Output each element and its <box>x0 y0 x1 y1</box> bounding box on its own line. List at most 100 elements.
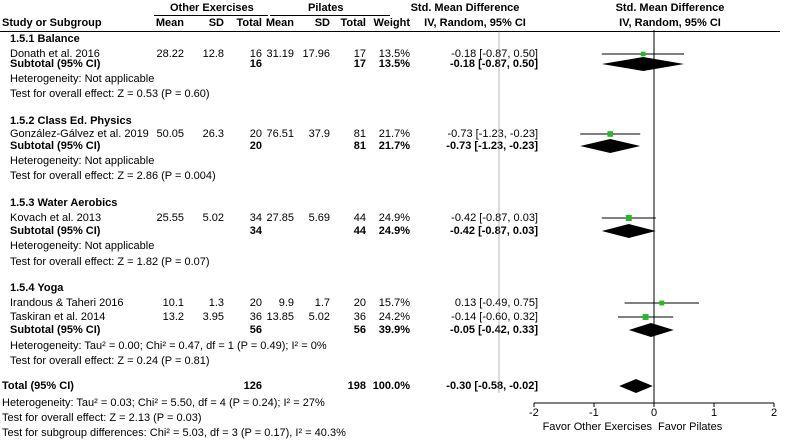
overall-effect-text: Test for overall effect: Z = 0.53 (P = 0… <box>10 88 210 100</box>
sd1-header: SD <box>208 17 224 29</box>
total-heterogeneity-text: Heterogeneity: Tau² = 0.03; Chi² = 5.50,… <box>2 397 325 409</box>
subtotal-ci-text: -0.05 [-0.42, 0.33] <box>449 324 538 336</box>
n1-value: 16 <box>249 48 262 60</box>
mean2-value: 31.19 <box>266 48 294 60</box>
n2-value: 20 <box>353 297 366 309</box>
mean2-value: 27.85 <box>266 212 294 224</box>
ci-text: -0.73 [-1.23, -0.23] <box>447 128 539 140</box>
sd2-header: SD <box>314 17 330 29</box>
n2-value: 36 <box>353 311 366 323</box>
n1-value: 20 <box>249 128 262 140</box>
total-overall-effect-text: Test for overall effect: Z = 2.13 (P = 0… <box>2 412 202 424</box>
subtotal-diamond <box>580 139 641 153</box>
subgroup-title: 1.5.3 Water Aerobics <box>10 197 118 209</box>
subtotal-label: Subtotal (95% CI) <box>10 225 101 237</box>
overall-effect-text: Test for overall effect: Z = 2.86 (P = 0… <box>10 170 216 182</box>
heterogeneity-text: Heterogeneity: Not applicable <box>10 73 155 85</box>
total-label: Total (95% CI) <box>2 380 74 392</box>
heterogeneity-text: Heterogeneity: Not applicable <box>10 155 155 167</box>
overall-effect-text: Test for overall effect: Z = 0.24 (P = 0… <box>10 355 210 367</box>
study-name: González-Gálvez et al. 2019 <box>10 128 149 140</box>
total-weight: 100.0% <box>372 380 410 392</box>
sd1-value: 3.95 <box>202 311 224 323</box>
axis-tick-label: 0 <box>651 407 658 419</box>
subtotal-label: Subtotal (95% CI) <box>10 140 101 152</box>
ci-text: -0.42 [-0.87, 0.03] <box>451 212 538 224</box>
subgroup-differences-text: Test for subgroup differences: Chi² = 5.… <box>2 427 346 439</box>
subtotal-n2: 56 <box>353 324 366 336</box>
mean1-value: 28.22 <box>156 48 184 60</box>
sd1-value: 26.3 <box>202 128 224 140</box>
subgroup-title: 1.5.1 Balance <box>10 33 80 45</box>
subtotal-ci-text: -0.42 [-0.87, 0.03] <box>449 225 538 237</box>
ci-text: 0.13 [-0.49, 0.75] <box>454 297 538 309</box>
study-name: Taskiran et al. 2014 <box>10 311 106 323</box>
axis-tick-label: 2 <box>771 407 778 419</box>
study-point-marker <box>642 314 649 320</box>
sd1-value: 5.02 <box>202 212 224 224</box>
sd2-value: 1.7 <box>314 297 330 309</box>
weight-value: 15.7% <box>378 297 410 309</box>
subtotal-n2: 81 <box>353 140 366 152</box>
mean1-value: 13.2 <box>162 311 184 323</box>
ci-text: -0.18 [-0.87, 0.50] <box>451 48 538 60</box>
study-point-marker <box>607 131 614 137</box>
total-n2: 198 <box>347 380 366 392</box>
group1-underline <box>154 15 268 16</box>
mean2-value: 76.51 <box>266 128 294 140</box>
total2-header: Total <box>340 17 366 29</box>
mean2-value: 13.85 <box>266 311 294 323</box>
sd2-value: 5.69 <box>308 212 330 224</box>
overall-diamond <box>619 379 653 393</box>
subtotal-n1: 34 <box>249 225 262 237</box>
table-smd-title: Std. Mean Difference <box>410 2 520 14</box>
group2-header: Pilates <box>308 2 344 14</box>
axis-tick-label: -2 <box>529 407 539 419</box>
n1-value: 34 <box>249 212 262 224</box>
overall-effect-text: Test for overall effect: Z = 1.82 (P = 0… <box>10 256 210 268</box>
favor-left-label: Favor Other Exercises <box>542 421 652 433</box>
n1-value: 20 <box>249 297 262 309</box>
study-name: Kovach et al. 2013 <box>10 212 102 224</box>
mean1-header: Mean <box>155 17 184 29</box>
mean1-value: 50.05 <box>156 128 184 140</box>
weight-header: Weight <box>373 17 410 29</box>
n1-value: 36 <box>249 311 262 323</box>
mean2-header: Mean <box>265 17 294 29</box>
study-name: Irandous & Taheri 2016 <box>10 297 124 309</box>
favor-right-label: Favor Pilates <box>658 421 723 433</box>
sd1-value: 1.3 <box>208 297 224 309</box>
subtotal-weight: 13.5% <box>378 58 410 70</box>
header-rule <box>0 31 780 32</box>
subgroup-title: 1.5.4 Yoga <box>10 282 64 294</box>
study-point-marker <box>659 300 665 306</box>
n2-value: 44 <box>353 212 366 224</box>
total1-header: Total <box>236 17 262 29</box>
subtotal-n2: 44 <box>353 225 366 237</box>
group2-underline <box>270 15 390 16</box>
total-ci-text: -0.30 [-0.58, -0.02] <box>446 380 538 392</box>
subtotal-ci-text: -0.18 [-0.87, 0.50] <box>449 58 538 70</box>
sd1-value: 12.8 <box>202 48 224 60</box>
heterogeneity-text: Heterogeneity: Tau² = 0.00; Chi² = 0.47,… <box>10 340 327 352</box>
study-column-header: Study or Subgroup <box>2 17 102 29</box>
ci-text: -0.14 [-0.60, 0.32] <box>451 311 538 323</box>
sd2-value: 5.02 <box>308 311 330 323</box>
subtotal-label: Subtotal (95% CI) <box>10 324 101 336</box>
subgroup-title: 1.5.2 Class Ed. Physics <box>10 115 132 127</box>
n2-value: 17 <box>353 48 366 60</box>
heterogeneity-text: Heterogeneity: Not applicable <box>10 240 155 252</box>
weight-value: 13.5% <box>378 48 410 60</box>
study-point-marker <box>625 215 632 221</box>
table-method-header: IV, Random, 95% CI <box>424 17 526 29</box>
total-n1: 126 <box>243 380 262 392</box>
axis-tick-label: 1 <box>711 407 718 419</box>
subtotal-weight: 39.9% <box>378 324 410 336</box>
weight-value: 24.9% <box>378 212 410 224</box>
subtotal-n1: 56 <box>249 324 262 336</box>
n2-value: 81 <box>353 128 366 140</box>
subtotal-diamond <box>601 224 656 238</box>
weight-value: 21.7% <box>378 128 410 140</box>
subtotal-n2: 17 <box>353 58 366 70</box>
